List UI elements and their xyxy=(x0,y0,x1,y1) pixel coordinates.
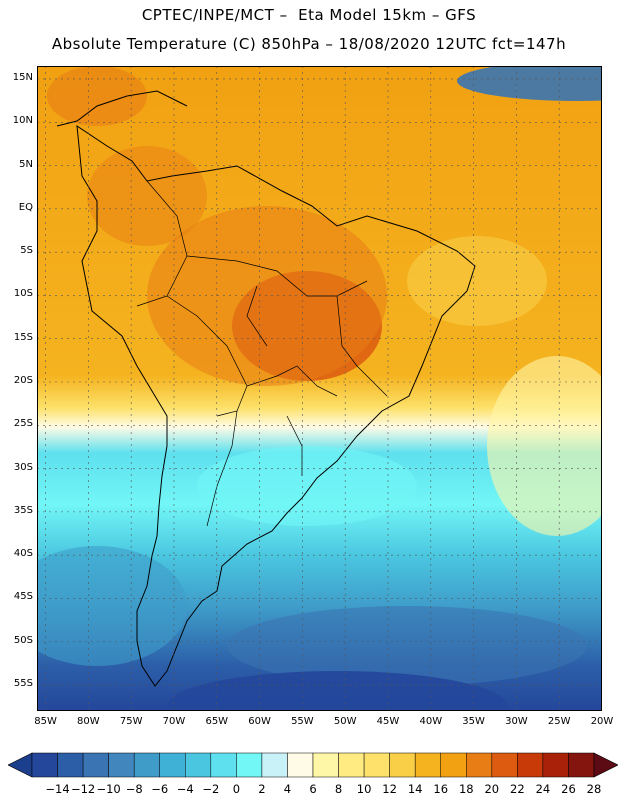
map-canvas xyxy=(37,66,602,711)
lat-tick-label: 20S xyxy=(13,375,33,386)
colorbar-tick-label: 14 xyxy=(407,782,423,796)
lon-tick-label: 65W xyxy=(205,716,229,727)
warm-anomalies xyxy=(47,66,602,536)
temperature-map xyxy=(37,66,602,711)
colorbar-tick-label: −10 xyxy=(96,782,121,796)
colorbar-tick-label: 10 xyxy=(356,782,372,796)
lon-tick-label: 35W xyxy=(462,716,485,727)
colorbar-swatch xyxy=(414,752,441,778)
colorbar-tick-label: 2 xyxy=(258,782,266,796)
lon-tick-label: 45W xyxy=(376,716,400,727)
lat-tick-label: 5N xyxy=(19,158,33,170)
colorbar-swatch xyxy=(440,752,467,778)
graticule xyxy=(37,66,602,711)
colorbar-swatch xyxy=(491,752,518,778)
colorbar-tick-label: −4 xyxy=(176,782,194,796)
map-frame xyxy=(37,66,602,711)
colorbar-tick-label: 8 xyxy=(334,782,343,796)
cold-anomalies xyxy=(37,446,587,711)
colorbar-tick-label: −12 xyxy=(70,782,96,796)
lat-tick-label: 25S xyxy=(13,418,33,430)
colorbar-tick-label: 6 xyxy=(309,782,317,796)
lat-tick-label: EQ xyxy=(18,201,33,213)
colorbar-swatch xyxy=(159,752,186,778)
title-line-1: CPTEC/INPE/MCT – Eta Model 15km – GFS xyxy=(141,6,477,24)
colorbar-tick-label: 12 xyxy=(382,782,397,796)
lon-tick-label: 70W xyxy=(162,716,186,727)
colorbar-swatch xyxy=(236,752,263,778)
title-line-2: Absolute Temperature (C) 850hPa – 18/08/… xyxy=(51,35,567,53)
lat-tick-label: 15S xyxy=(13,331,33,343)
lat-tick-label: 35S xyxy=(13,504,33,516)
colorbar-swatch xyxy=(108,752,135,778)
lon-tick-label: 75W xyxy=(119,716,143,727)
colorbar-svg xyxy=(7,752,618,778)
colorbar-swatch xyxy=(287,752,314,778)
lon-tick-label: 30W xyxy=(505,716,528,727)
colorbar-tick-label: −14 xyxy=(45,782,70,796)
lon-tick-label: 55W xyxy=(291,716,314,727)
colorbar-swatch xyxy=(133,752,160,778)
lat-tick-label: 10S xyxy=(13,288,33,300)
lat-tick-label: 5S xyxy=(20,245,33,257)
colorbar-swatch xyxy=(57,752,84,778)
lat-tick-label: 45S xyxy=(13,591,33,603)
colorbar-swatch xyxy=(261,752,288,778)
lat-tick-label: 15N xyxy=(12,71,33,83)
colorbar-tick-label: 18 xyxy=(458,782,474,796)
colorbar-tick-label: 0 xyxy=(232,782,241,796)
colorbar-tick-label: −8 xyxy=(125,782,143,796)
colorbar-swatch xyxy=(517,752,544,778)
lon-tick-label: 20W xyxy=(590,716,614,727)
colorbar-swatch xyxy=(210,752,237,778)
lon-tick-label: 85W xyxy=(34,716,57,727)
colorbar-tick-label: −2 xyxy=(202,782,220,796)
lat-tick-label: 30S xyxy=(13,461,33,473)
lat-tick-label: 50S xyxy=(13,634,33,646)
colorbar-under-arrow xyxy=(7,752,33,778)
colorbar-swatch xyxy=(338,752,365,778)
colorbar-tick-label: 20 xyxy=(484,782,500,796)
lon-tick-label: 40W xyxy=(419,716,443,727)
south-america-outline xyxy=(76,124,476,687)
colorbar-tick-label: 24 xyxy=(535,782,551,796)
colorbar-over-arrow xyxy=(593,752,618,778)
lat-tick-label: 10N xyxy=(12,115,33,127)
colorbar-swatch xyxy=(363,752,390,778)
colorbar-swatch xyxy=(31,752,58,778)
lat-tick-label: 40S xyxy=(13,548,33,560)
lon-tick-label: 50W xyxy=(333,716,357,727)
colorbar-tick-label: 22 xyxy=(510,782,525,796)
colorbar-swatch xyxy=(312,752,339,778)
colorbar-swatch xyxy=(389,752,416,778)
lat-tick-label: 55S xyxy=(13,678,33,690)
colorbar-tick-label: 4 xyxy=(283,782,292,796)
central-america-coast xyxy=(56,90,188,127)
colorbar-tick-label: −6 xyxy=(151,782,169,796)
colorbar-swatch xyxy=(542,752,569,778)
colorbar-swatch xyxy=(185,752,212,778)
colorbar-tick-label: 26 xyxy=(561,782,576,796)
country-borders xyxy=(136,180,388,527)
colorbar-tick-label: 16 xyxy=(433,782,449,796)
lon-tick-label: 80W xyxy=(77,716,100,727)
lon-tick-label: 25W xyxy=(547,716,571,727)
temperature-colorbar xyxy=(7,752,618,778)
colorbar-swatch xyxy=(466,752,493,778)
colorbar-swatch xyxy=(82,752,109,778)
colorbar-swatch xyxy=(568,752,595,778)
colorbar-tick-label: 28 xyxy=(586,782,602,796)
lon-tick-label: 60W xyxy=(248,716,271,727)
